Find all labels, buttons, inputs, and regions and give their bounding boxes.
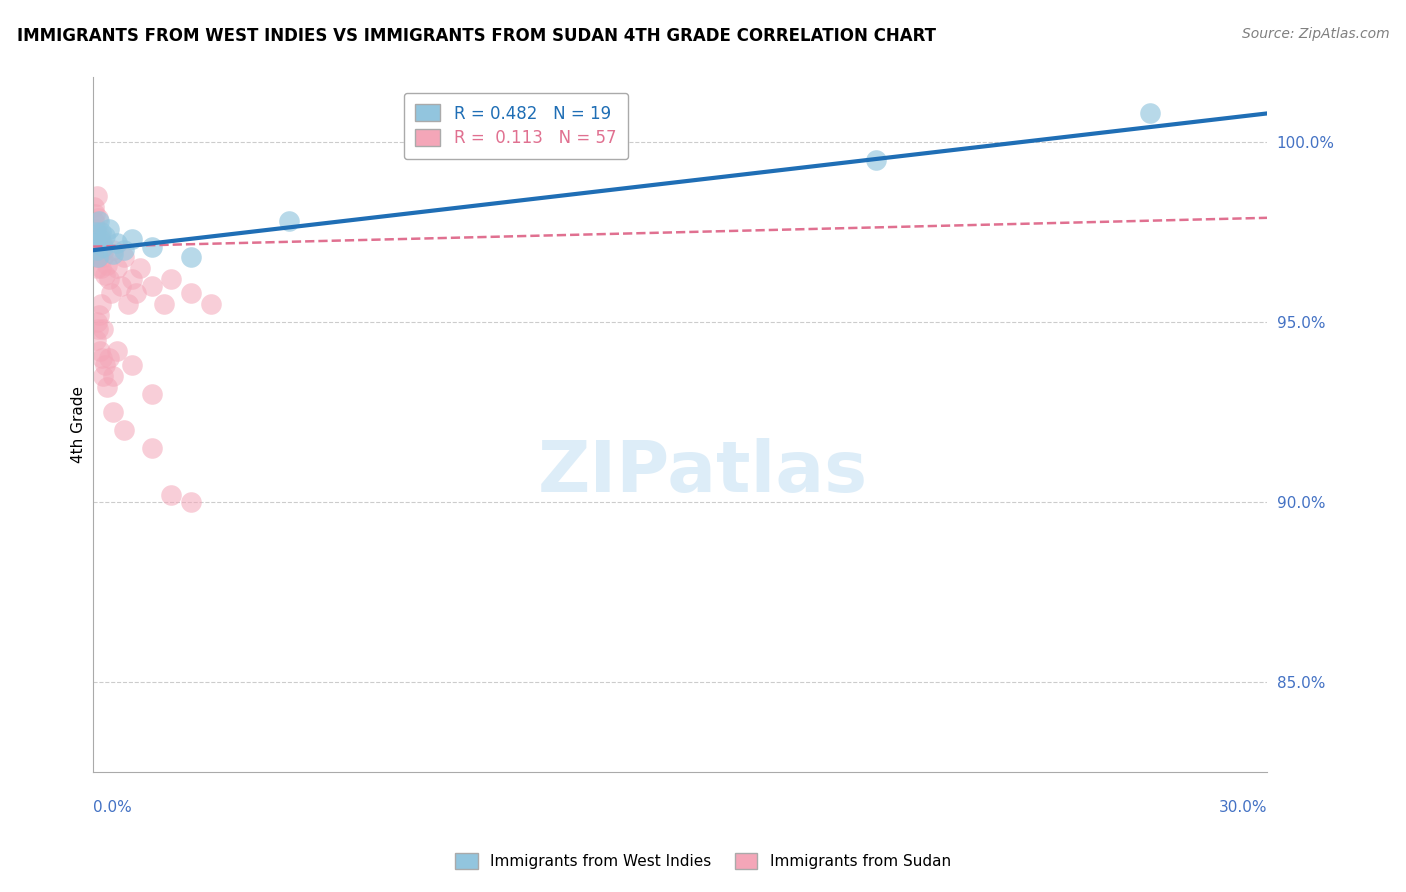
Point (84, 207, 107, 221)
Point (180, 251, 202, 265)
Point (277, 214, 299, 228)
Point (141, 387, 163, 401)
Point (125, 286, 148, 301)
Point (129, 261, 152, 276)
Point (91, 322, 114, 336)
Point (89, 343, 111, 358)
Point (83, 214, 105, 228)
Text: 30.0%: 30.0% (1219, 800, 1267, 815)
Point (86, 225, 108, 239)
Point (160, 488, 183, 502)
Point (94, 268, 117, 283)
Point (141, 279, 163, 293)
Text: IMMIGRANTS FROM WEST INDIES VS IMMIGRANTS FROM SUDAN 4TH GRADE CORRELATION CHART: IMMIGRANTS FROM WEST INDIES VS IMMIGRANT… (17, 27, 936, 45)
Point (91, 251, 114, 265)
Point (86, 235, 108, 250)
Point (93, 243, 115, 257)
Point (121, 359, 143, 373)
Text: 0.0%: 0.0% (93, 800, 132, 815)
Point (97, 221, 120, 235)
Point (105, 343, 128, 358)
Point (865, 153, 887, 168)
Point (141, 441, 163, 455)
Point (86, 221, 108, 235)
Point (1139, 106, 1161, 120)
Point (87, 308, 110, 322)
Point (87, 322, 110, 336)
Point (96, 380, 118, 394)
Point (86, 333, 108, 347)
Point (87, 239, 110, 253)
Point (101, 247, 124, 261)
Point (89, 232, 111, 246)
Point (114, 243, 136, 257)
Point (86, 189, 108, 203)
Point (100, 286, 122, 301)
Point (90, 297, 112, 311)
Point (101, 405, 124, 419)
Point (105, 261, 128, 276)
Point (200, 297, 222, 311)
Point (83, 225, 105, 239)
Point (121, 272, 143, 286)
Legend: Immigrants from West Indies, Immigrants from Sudan: Immigrants from West Indies, Immigrants … (449, 847, 957, 875)
Point (89, 228, 111, 243)
Point (87, 251, 110, 265)
Point (91, 239, 114, 253)
Point (105, 235, 128, 250)
Point (83, 200, 105, 214)
Point (114, 423, 136, 437)
Point (90, 235, 112, 250)
Point (94, 228, 117, 243)
Point (97, 272, 120, 286)
Point (84, 232, 107, 246)
Point (101, 369, 124, 384)
Point (180, 286, 202, 301)
Point (94, 359, 117, 373)
Point (180, 495, 202, 509)
Point (90, 351, 112, 366)
Point (90, 225, 112, 239)
Point (86, 315, 108, 329)
Point (84, 235, 107, 250)
Point (101, 243, 124, 257)
Point (86, 261, 108, 276)
Point (87, 211, 110, 225)
Point (96, 258, 118, 272)
Point (160, 272, 183, 286)
Point (86, 243, 108, 257)
Point (117, 297, 139, 311)
Point (91, 369, 114, 384)
Y-axis label: 4th Grade: 4th Grade (72, 386, 86, 463)
Legend: R = 0.482   N = 19, R =  0.113   N = 57: R = 0.482 N = 19, R = 0.113 N = 57 (404, 93, 628, 159)
Point (141, 239, 163, 253)
Point (97, 351, 120, 366)
Point (152, 297, 174, 311)
Point (114, 251, 136, 265)
Point (84, 251, 107, 265)
Point (90, 261, 112, 276)
Point (121, 232, 143, 246)
Point (87, 214, 110, 228)
Point (89, 243, 111, 257)
Point (110, 279, 132, 293)
Text: ZIPatlas: ZIPatlas (538, 438, 868, 508)
Text: Source: ZipAtlas.com: Source: ZipAtlas.com (1241, 27, 1389, 41)
Point (87, 251, 110, 265)
